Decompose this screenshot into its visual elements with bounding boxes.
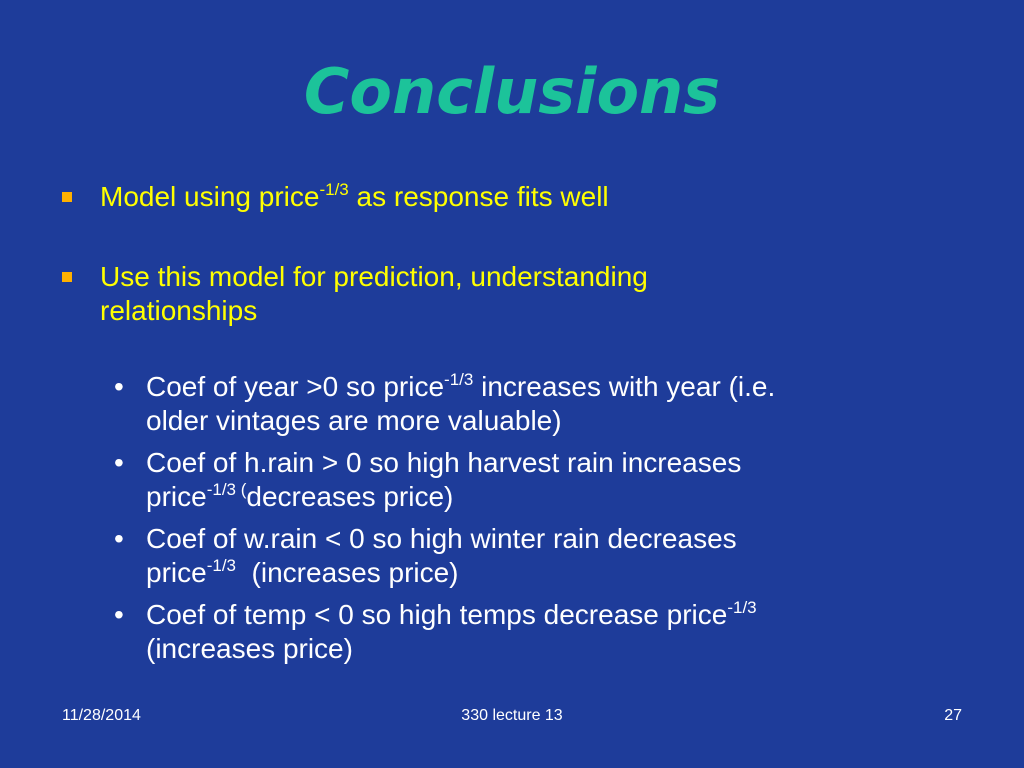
dot-bullet-icon: • (114, 599, 124, 630)
sub-bullet-line2: older vintages are more valuable) (146, 405, 562, 436)
sub-bullet-line1: Coef of temp < 0 so high temps decrease … (146, 598, 962, 632)
slide-number: 27 (944, 707, 962, 724)
sub-bullet-year: • Coef of year >0 so price-1/3 increases… (62, 370, 962, 438)
footer-date: 11/28/2014 (62, 707, 141, 724)
sub-bullet-line2: price-1/3 (increases price) (146, 556, 962, 590)
bullet-text-pre: Model using price (100, 181, 320, 212)
footer-center: 330 lecture 13 (461, 707, 563, 724)
dot-bullet-icon: • (114, 523, 124, 554)
sub-text-post: increases with year (i.e. (473, 371, 776, 402)
slide-title: Conclusions (303, 55, 721, 128)
bullet-text-line2: relationships (100, 295, 258, 326)
sub-bullet-hrain: • Coef of h.rain > 0 so high harvest rai… (62, 446, 962, 514)
bullet-text-post: as response fits well (348, 181, 609, 212)
sub-text-post: decreases price) (246, 481, 454, 512)
sub-text-pre: Coef of year >0 so price (146, 371, 445, 402)
dot-bullet-icon: • (114, 447, 124, 478)
sub-bullet-line2: price-1/3 (decreases price) (146, 480, 962, 514)
sub-text-sup: -1/3 (444, 370, 474, 389)
sub-text-sup: -1/3 (727, 598, 757, 617)
bullet-item-usage: Use this model for prediction, understan… (62, 260, 962, 328)
square-bullet-icon (62, 192, 72, 202)
sub-text-pre: Coef of temp < 0 so high temps decrease … (146, 599, 728, 630)
sub-bullet-line1: Coef of h.rain > 0 so high harvest rain … (146, 447, 742, 478)
sub-bullet-temp: • Coef of temp < 0 so high temps decreas… (62, 598, 962, 666)
sub-text-post: (increases price) (236, 557, 459, 588)
dot-bullet-icon: • (114, 371, 124, 402)
sub-text-sup: -1/3 ( (206, 480, 247, 499)
sub-bullet-wrain: • Coef of w.rain < 0 so high winter rain… (62, 522, 962, 590)
sub-text-pre: price (146, 481, 207, 512)
bullet-text-line1: Use this model for prediction, understan… (100, 261, 648, 292)
sub-bullet-line1: Coef of w.rain < 0 so high winter rain d… (146, 523, 737, 554)
sub-text-sup: -1/3 (206, 556, 236, 575)
square-bullet-icon (62, 272, 72, 282)
sub-bullet-line1: Coef of year >0 so price-1/3 increases w… (146, 370, 962, 404)
bullet-text-sup: -1/3 (319, 180, 349, 199)
bullet-item-model: Model using price-1/3 as response fits w… (62, 180, 962, 214)
sub-bullet-line2: (increases price) (146, 633, 353, 664)
bullet-list: Model using price-1/3 as response fits w… (62, 180, 962, 666)
sub-text-pre: price (146, 557, 207, 588)
